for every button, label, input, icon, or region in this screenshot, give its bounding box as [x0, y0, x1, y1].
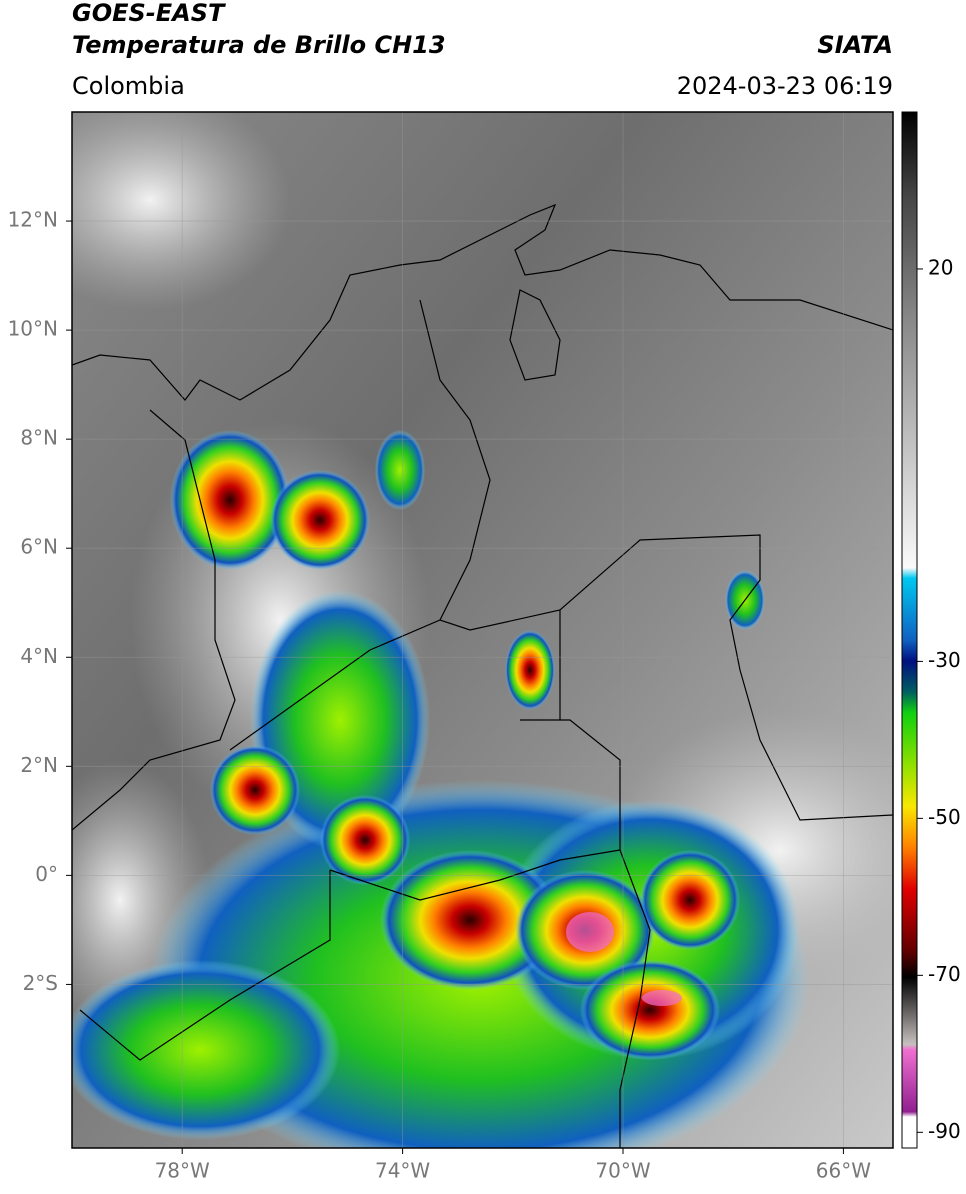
lat-label: 6°N: [20, 535, 58, 559]
lat-label: 2°S: [23, 971, 58, 995]
colorbar-label: -90: [928, 1119, 961, 1143]
lon-label: 78°W: [155, 1159, 210, 1183]
lat-label: 0°: [35, 862, 58, 886]
lat-label: 8°N: [20, 426, 58, 450]
lon-label: 66°W: [816, 1159, 871, 1183]
colorbar-label: 20: [928, 255, 953, 279]
lat-label: 12°N: [8, 208, 58, 232]
map-frame: [71, 111, 894, 1149]
satellite-image: [72, 112, 893, 1148]
datetime: 2024-03-23 06:19: [677, 72, 893, 100]
colorbar-label: -70: [928, 962, 961, 986]
region: Colombia: [72, 72, 185, 100]
lat-label: 4°N: [20, 644, 58, 668]
colorbar: [901, 111, 918, 1149]
title: GOES-EAST: [72, 0, 226, 27]
lon-label: 70°W: [595, 1159, 650, 1183]
colorbar-label: -50: [928, 805, 961, 829]
colorbar-label: -30: [928, 648, 961, 672]
source: SIATA: [817, 31, 893, 59]
lon-label: 74°W: [375, 1159, 430, 1183]
subtitle: Temperatura de Brillo CH13: [72, 31, 446, 59]
lat-label: 10°N: [8, 317, 58, 341]
lat-label: 2°N: [20, 753, 58, 777]
